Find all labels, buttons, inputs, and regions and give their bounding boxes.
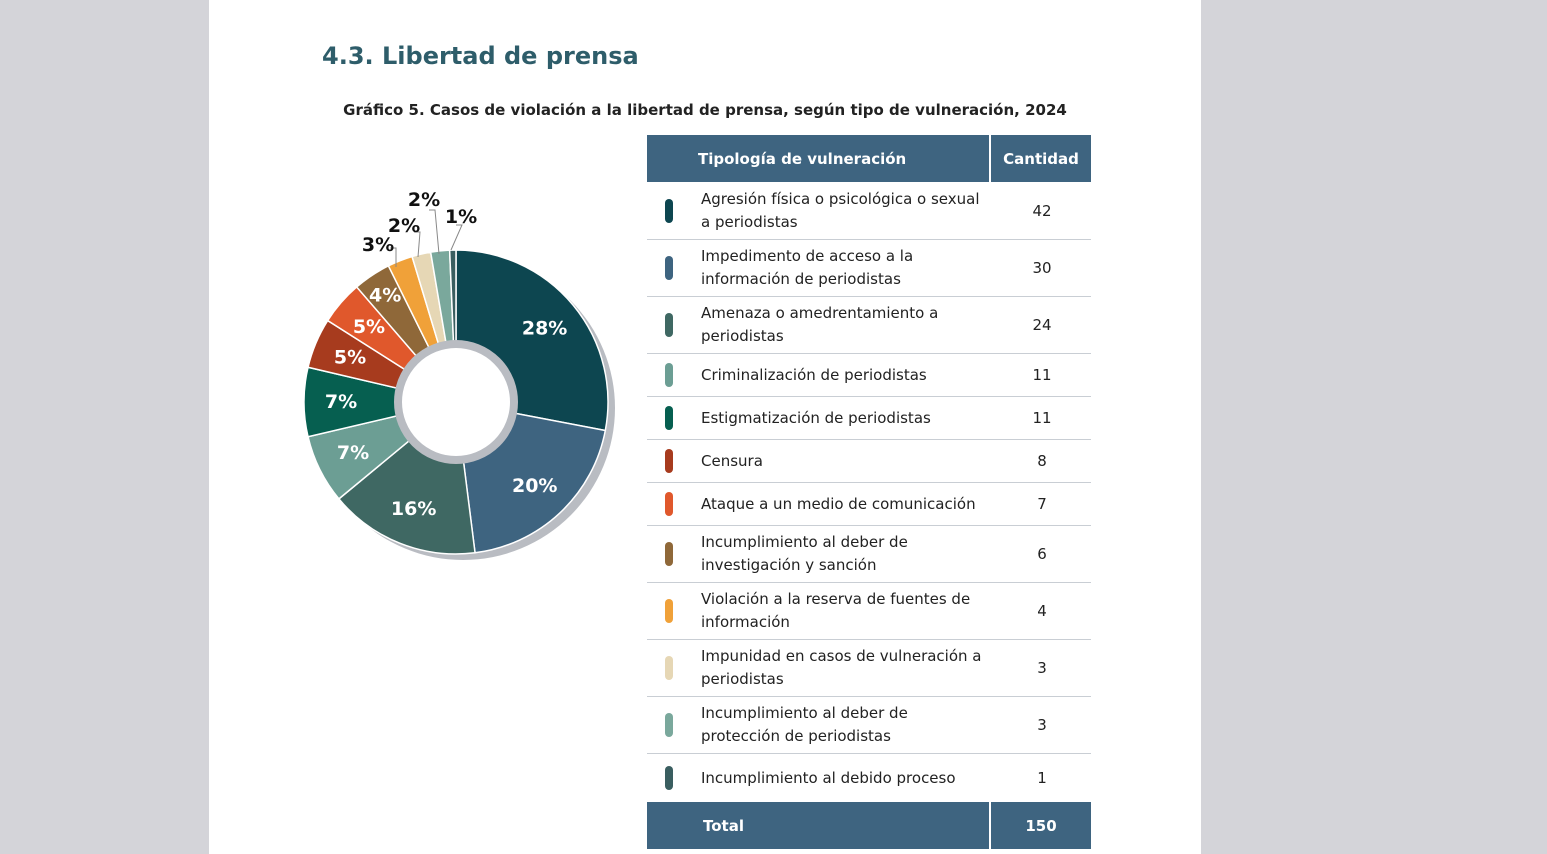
row-value: 11 xyxy=(1032,366,1052,384)
row-value: 3 xyxy=(1037,716,1047,734)
row-label: Estigmatización de periodistas xyxy=(701,408,931,427)
donut-chart: 28%20%16%7%7%5%5%4%3%2%2%1% xyxy=(303,189,615,560)
legend-swatch xyxy=(665,766,673,790)
table-row: Criminalización de periodistas 11 xyxy=(647,354,1091,397)
row-value: 8 xyxy=(1037,452,1047,470)
table-header: Tipología de vulneración Cantidad xyxy=(647,135,1091,182)
slice-label: 2% xyxy=(408,189,440,211)
legend-swatch xyxy=(665,656,673,680)
table-body: Agresión física o psicológica o sexual a… xyxy=(647,182,1091,802)
slice-label: 7% xyxy=(337,442,369,464)
chart-title: Gráfico 5. Casos de violación a la liber… xyxy=(343,101,1067,119)
table-row: Incumplimiento al debido proceso 1 xyxy=(647,754,1091,802)
row-value: 24 xyxy=(1032,316,1052,334)
leader-line xyxy=(450,224,463,251)
donut-hole xyxy=(394,340,518,464)
legend-swatch xyxy=(665,256,673,280)
row-label: Censura xyxy=(701,451,763,470)
table-row: Violación a la reserva de fuentes de inf… xyxy=(647,583,1091,640)
row-value: 11 xyxy=(1032,409,1052,427)
row-value: 30 xyxy=(1032,259,1052,277)
row-label: Incumplimiento al debido proceso xyxy=(701,768,956,787)
legend-swatch xyxy=(665,492,673,516)
row-value: 1 xyxy=(1037,769,1047,787)
slice-label: 1% xyxy=(445,206,477,228)
leader-line xyxy=(429,209,440,255)
row-value: 3 xyxy=(1037,659,1047,677)
legend-swatch xyxy=(665,198,673,223)
legend-swatch xyxy=(665,713,673,737)
table-row: Ataque a un medio de comunicación 7 xyxy=(647,483,1091,526)
table-row: Incumplimiento al deber de protección de… xyxy=(647,697,1091,754)
header-type: Tipología de vulneración xyxy=(647,135,989,182)
leader-line xyxy=(414,231,421,258)
row-label: Ataque a un medio de comunicación xyxy=(701,494,976,513)
row-label: Incumplimiento al deber de protección de… xyxy=(701,704,908,745)
table-row: Censura 8 xyxy=(647,440,1091,483)
legend-swatch xyxy=(665,406,673,430)
table-row: Impunidad en casos de vulneración a peri… xyxy=(647,640,1091,697)
slice-label: 4% xyxy=(369,284,401,306)
table-row: Agresión física o psicológica o sexual a… xyxy=(647,182,1091,240)
table-row: Estigmatización de periodistas 11 xyxy=(647,397,1091,440)
total-value: 150 xyxy=(991,802,1091,849)
slice-label: 28% xyxy=(522,318,567,340)
slice-label: 7% xyxy=(325,391,357,413)
table-row: Amenaza o amedrentamiento a periodistas 2… xyxy=(647,297,1091,354)
slice-label: 3% xyxy=(362,234,394,256)
row-value: 42 xyxy=(1032,201,1052,220)
row-label: Impedimento de acceso a la información d… xyxy=(701,247,914,288)
leader-line xyxy=(390,247,397,267)
header-count: Cantidad xyxy=(991,135,1091,182)
row-label: Agresión física o psicológica o sexual a… xyxy=(701,189,980,231)
table-row: Impedimento de acceso a la información d… xyxy=(647,240,1091,297)
row-label: Criminalización de periodistas xyxy=(701,365,927,384)
row-value: 4 xyxy=(1037,602,1047,620)
slice-label: 20% xyxy=(512,475,557,497)
legend-swatch xyxy=(665,542,673,566)
row-label: Impunidad en casos de vulneración a peri… xyxy=(701,647,982,688)
legend-swatch xyxy=(665,313,673,337)
table-row: Incumplimiento al deber de investigación… xyxy=(647,526,1091,583)
total-label: Total xyxy=(647,802,989,849)
row-label: Violación a la reserva de fuentes de inf… xyxy=(701,590,971,631)
row-value: 6 xyxy=(1037,545,1047,563)
legend-swatch xyxy=(665,363,673,387)
slice-label: 5% xyxy=(353,316,385,338)
legend-swatch xyxy=(665,449,673,473)
table-footer: Total 150 xyxy=(647,802,1091,849)
row-label: Incumplimiento al deber de investigación… xyxy=(701,533,908,574)
section-title: 4.3. Libertad de prensa xyxy=(322,42,639,70)
slice-label: 5% xyxy=(334,346,366,368)
data-table: Tipología de vulneración Cantidad Agresi… xyxy=(647,135,1091,849)
slice-label: 16% xyxy=(391,498,436,520)
slice-label: 2% xyxy=(388,215,420,237)
legend-swatch xyxy=(665,599,673,623)
row-value: 7 xyxy=(1037,495,1047,513)
row-label: Amenaza o amedrentamiento a periodistas xyxy=(701,304,939,345)
report-page: 4.3. Libertad de prensa Gráfico 5. Casos… xyxy=(209,0,1201,854)
